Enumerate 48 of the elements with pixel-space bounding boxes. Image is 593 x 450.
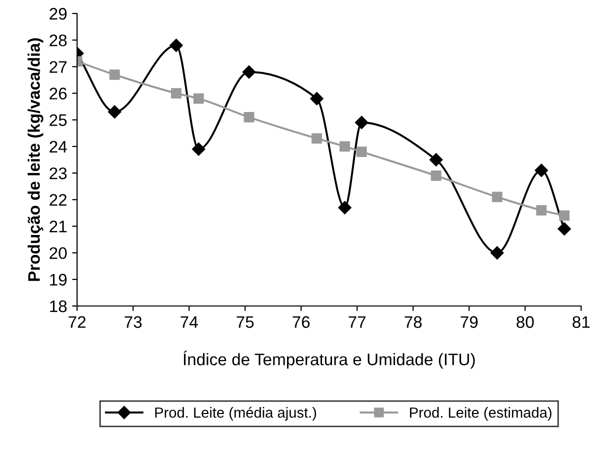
y-tick-label: 27 — [50, 61, 67, 73]
x-tick-label: 72 — [68, 316, 86, 328]
point — [193, 93, 204, 104]
point — [170, 38, 183, 52]
point — [338, 201, 352, 214]
x-tick-label: 73 — [124, 316, 142, 328]
y-tick-label: 25 — [50, 114, 67, 126]
x-tick-label: 78 — [404, 316, 422, 328]
point — [109, 69, 120, 80]
y-tick-label: 29 — [50, 8, 67, 20]
point — [356, 146, 367, 157]
point — [492, 192, 502, 202]
legend-label: Prod. Leite (média ajust.) — [155, 406, 316, 421]
x-tick-label: 76 — [292, 316, 310, 328]
point — [558, 222, 571, 236]
y-axis-title: Produção de leite (kg/vaca/dia) — [28, 38, 44, 281]
y-tick-label: 21 — [50, 220, 67, 232]
point — [244, 112, 254, 122]
point — [536, 205, 547, 216]
y-tick-label: 26 — [50, 88, 67, 100]
legend-label: Prod. Leite (estimada) — [410, 407, 552, 421]
y-tick-label: 22 — [50, 194, 67, 206]
y-tick-label: 19 — [50, 274, 67, 286]
point — [559, 210, 570, 221]
y-tick-label: 24 — [50, 140, 67, 152]
point — [310, 92, 324, 106]
x-axis-title: Índice de Temperatura e Umidade (ITU) — [184, 350, 475, 369]
point — [340, 141, 350, 152]
point — [534, 164, 548, 177]
point — [242, 65, 256, 79]
x-tick-label: 79 — [460, 316, 478, 328]
point — [430, 170, 442, 181]
point — [355, 116, 368, 130]
point — [490, 246, 504, 260]
point — [430, 153, 443, 166]
y-tick-label: 18 — [50, 300, 67, 312]
point — [108, 105, 122, 118]
x-tick-label: 75 — [236, 316, 254, 328]
point — [312, 133, 322, 144]
x-tick-label: 74 — [180, 316, 198, 328]
x-tick-label: 80 — [516, 316, 534, 328]
y-tick-label: 20 — [50, 247, 67, 260]
x-tick-label: 81 — [572, 316, 590, 328]
y-tick-label: 23 — [50, 167, 67, 180]
x-tick-label: 77 — [348, 316, 366, 328]
point — [171, 88, 182, 98]
y-tick-label: 28 — [50, 34, 67, 46]
point — [192, 142, 206, 156]
